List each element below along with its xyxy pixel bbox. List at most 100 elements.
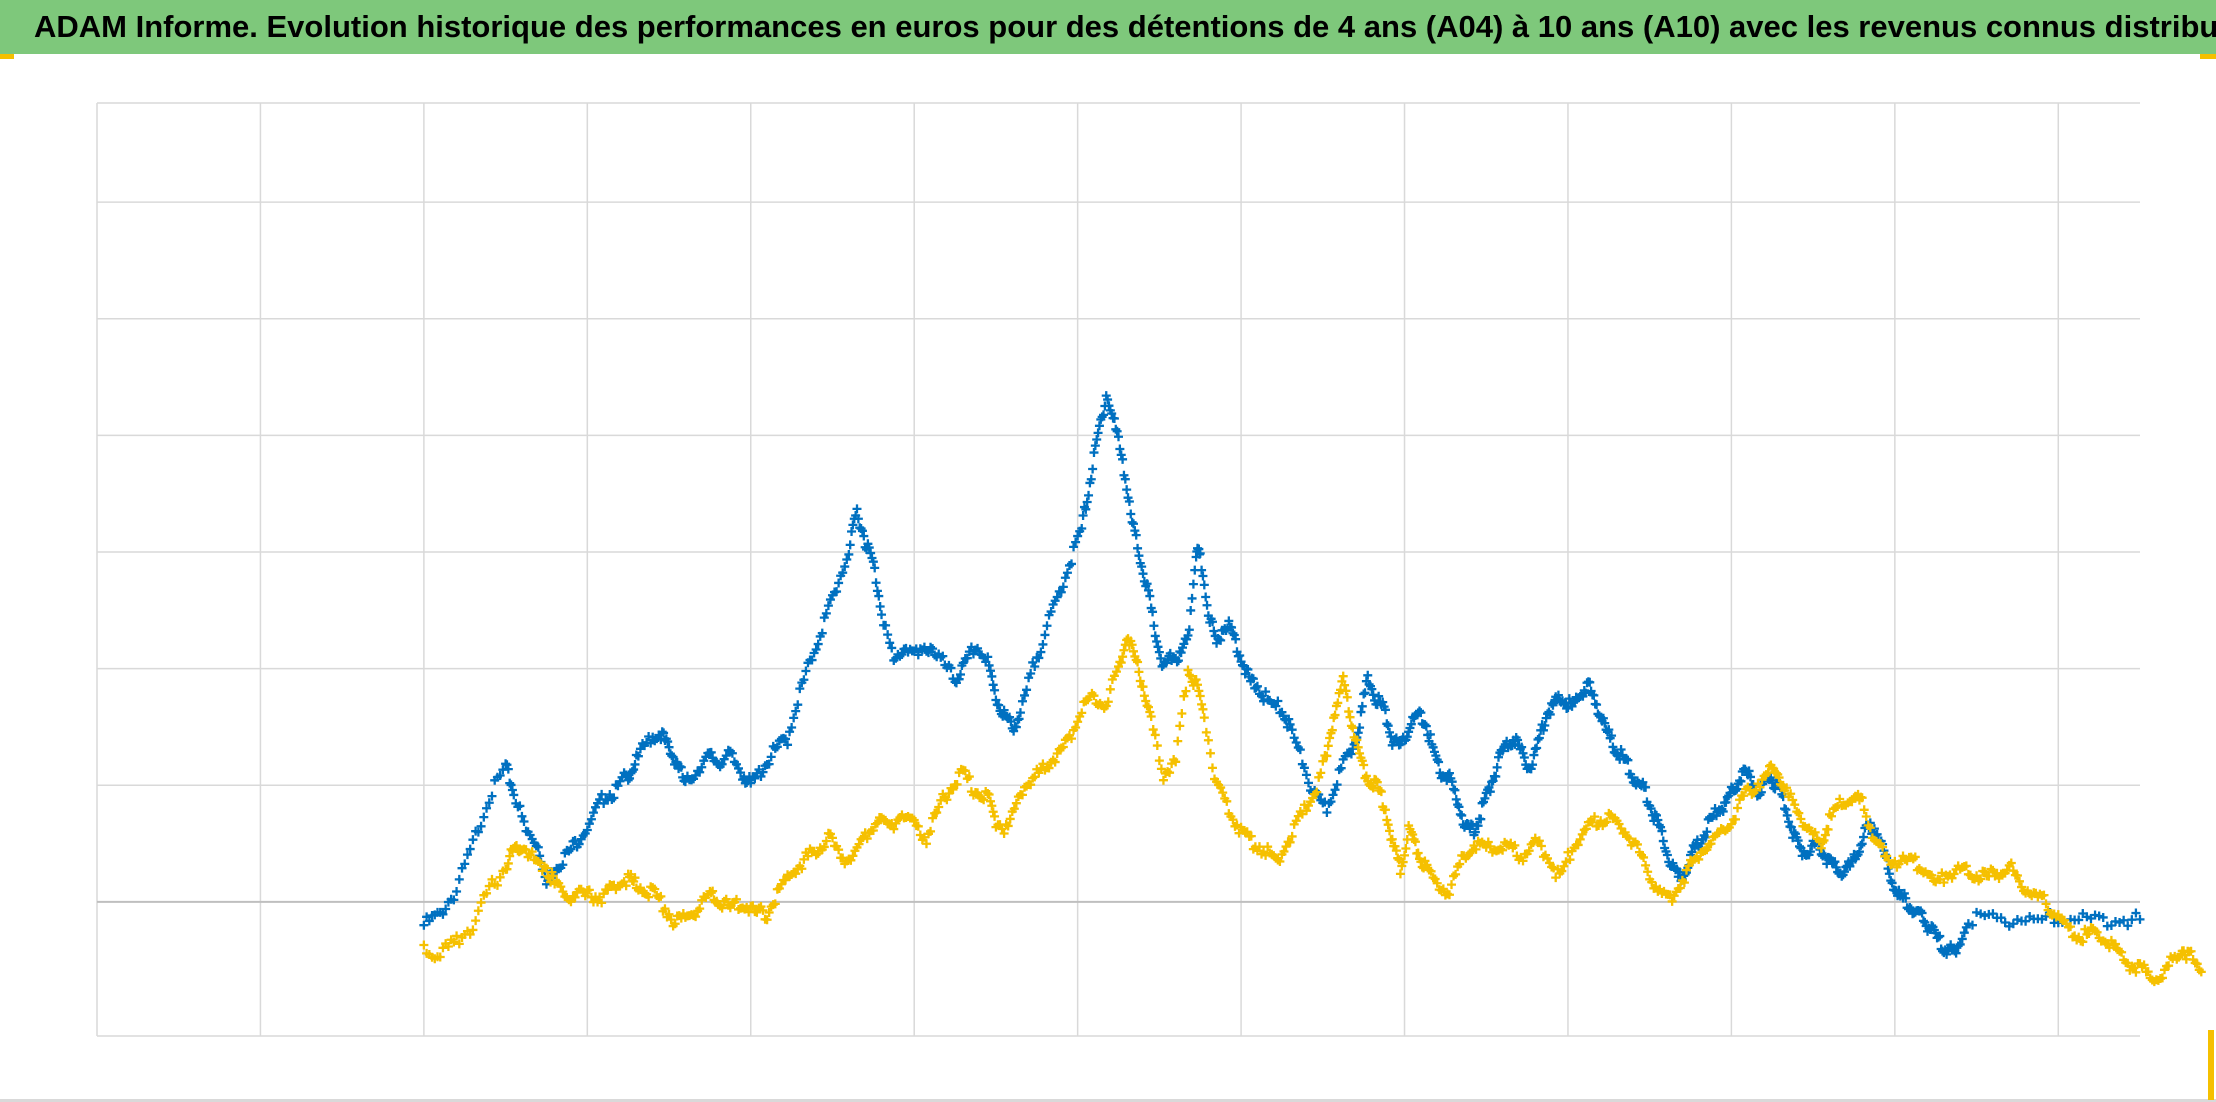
series-1-point-359 [1092,434,1102,444]
series-2-point-823 [2006,858,2016,868]
series-1-point-803 [1721,797,1731,807]
series-1-point-904 [1859,832,1869,842]
series-2-point-751 [1859,805,1869,815]
series-2-point-496 [1376,787,1386,797]
series-2-point-709 [1782,783,1792,793]
series-1-point-731 [1623,755,1633,765]
series-1-point-462 [1228,628,1238,638]
series-2-point-370 [1154,756,1164,766]
series-2-point-108 [644,892,654,902]
series-1-point-329 [1038,639,1048,649]
series-1-point-122 [667,751,677,761]
series-2-point-454 [1318,756,1328,766]
series-2-point-111 [650,884,660,894]
series-2-point-715 [1794,808,1804,818]
series-1-point-24 [484,798,494,808]
series-2-point-281 [990,811,1000,821]
series-1-point-315 [1011,722,1021,732]
series-2-point-513 [1400,850,1410,860]
series-1-point-670 [1540,720,1550,730]
series-1-point-222 [852,504,862,514]
series-1-point-477 [1248,674,1258,684]
series-1-point-195 [801,666,811,676]
series-1-point-390 [1134,551,1144,561]
series-1-point-607 [1454,802,1464,812]
series-2-point-381 [1177,709,1187,719]
series-1-point-16 [462,850,472,860]
series-1-point-507 [1304,778,1313,788]
series-1-point-189 [789,713,799,723]
series-1-point-178 [766,752,776,762]
series-1-point-346 [1073,531,1083,541]
series-1-point-520 [1330,785,1340,795]
series-1-point-624 [1477,798,1487,808]
series-2-point-537 [1438,884,1448,894]
series-1-point-459 [1224,616,1234,626]
series-1-point-992 [2021,916,2031,926]
series-1-point-397 [1143,585,1153,595]
series-1-point-789 [1702,827,1712,837]
series-1-point-325 [1030,661,1040,671]
series-2-point-605 [1577,829,1587,839]
series-1-point-661 [1528,760,1538,770]
series-1-point-7 [438,909,448,919]
series-2-point-456 [1322,751,1332,761]
series-1-point-116 [659,728,669,738]
series-1-point-210 [832,587,842,597]
series-1-point-796 [1711,811,1721,821]
series-1-point-500 [1289,733,1299,743]
series-1-point-139 [695,767,705,777]
series-1-point-385 [1127,517,1137,527]
series-2-point-299 [1026,780,1036,790]
series-1-point-13 [454,874,464,884]
series-1-point-250 [897,650,907,660]
series-2-point-453 [1316,768,1326,778]
series-1-point-836 [1766,773,1776,783]
series-1-point-421 [1176,648,1186,658]
series-2-point-391 [1193,680,1202,690]
series-2-point-222 [872,818,882,828]
series-2-point-507 [1391,846,1401,856]
series-1-point-480 [1252,681,1262,691]
series-2-point-480 [1355,748,1365,758]
series-2-point-441 [1291,816,1301,826]
series-1-point-243 [883,630,893,640]
series-2-point-338 [1105,684,1115,694]
series-2-point-146 [717,903,727,913]
series-1-point-358 [1090,441,1100,451]
series-1-point-851 [1786,822,1796,832]
series-1-point-506 [1301,770,1311,780]
series-2-point-13 [454,939,464,949]
series-1-point-120 [664,742,674,752]
series-1-point-34 [506,780,516,790]
series-2-point-271 [973,788,983,798]
series-1-point-669 [1538,725,1548,735]
series-1-point-691 [1568,698,1578,708]
series-2-point-623 [1614,819,1624,829]
series-2-point-471 [1342,692,1352,702]
series-1-point-352 [1082,497,1092,507]
series-2-point-64 [558,887,568,897]
series-2-point-383 [1181,686,1191,696]
series-2-point-104 [635,883,645,893]
series-1-point-554 [1382,719,1392,729]
series-1-point-289 [973,643,983,653]
series-2-point-474 [1346,721,1356,731]
series-1-point-181 [772,742,782,752]
series-1-point-473 [1243,664,1253,674]
series-1-point-367 [1103,395,1113,405]
series-2-point-632 [1632,839,1642,849]
series-2-point-692 [1755,782,1765,792]
series-1-point-923 [1884,869,1894,879]
series-1-point-205 [821,608,831,618]
series-2-point-728 [1819,835,1829,845]
series-2-point-595 [1557,866,1567,876]
series-1-point-219 [848,520,858,530]
series-1-point-237 [872,586,882,596]
series-1-point-319 [1017,696,1027,706]
series-1-point-605 [1451,794,1461,804]
series-2-point-18 [468,925,478,935]
series-1-point-753 [1653,815,1663,825]
series-1-point-23 [482,803,492,813]
